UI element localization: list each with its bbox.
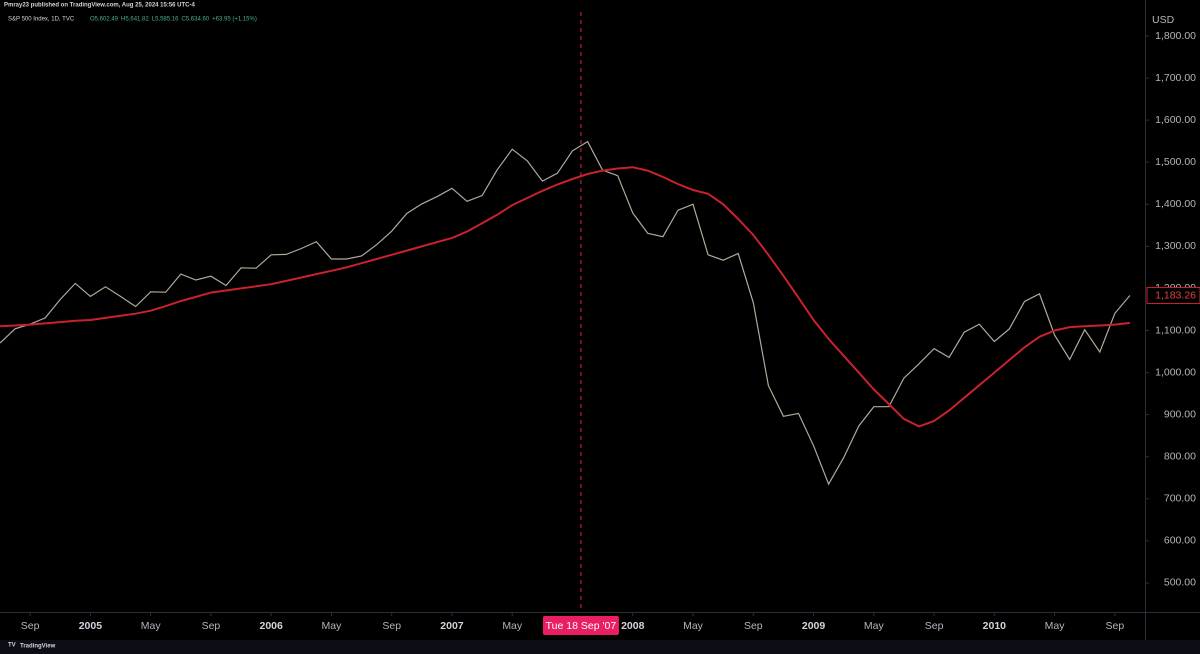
x-tick-label: 2005 (79, 620, 103, 632)
last-price-box (1146, 286, 1200, 304)
x-tick-label: 2010 (983, 620, 1007, 632)
x-tick-label: Sep (382, 620, 401, 632)
footer-logo: TV (8, 643, 16, 649)
footer-bar (0, 640, 1200, 654)
y-tick-label: 900.00 (1164, 408, 1196, 420)
last-price-label: 1,183.26 (1155, 289, 1196, 301)
published-note: Pmray23 published on TradingView.com, Au… (4, 3, 196, 9)
y-tick-label: 1,800.00 (1155, 30, 1196, 42)
crosshair-label: Tue 18 Sep '07 (546, 620, 617, 632)
x-tick-label: May (322, 620, 343, 632)
x-tick-label: May (502, 620, 523, 632)
y-tick-label: 800.00 (1164, 451, 1196, 463)
moving-average-line (0, 166, 1131, 428)
y-tick-label: 1,100.00 (1155, 324, 1196, 336)
x-tick-label: Sep (21, 620, 40, 632)
x-tick-label: 2006 (260, 620, 284, 632)
y-tick-label: 1,600.00 (1155, 114, 1196, 126)
symbol-title: S&P 500 Index, 1D, TVC (8, 17, 75, 23)
y-tick-label: 1,300.00 (1155, 240, 1196, 252)
y-tick-label: 600.00 (1164, 535, 1196, 547)
x-tick-label: 2007 (440, 620, 464, 632)
currency-label: USD (1152, 14, 1175, 26)
crosshair-label-box (542, 616, 619, 635)
x-tick-label: May (1045, 620, 1066, 632)
ohlc-value: +63.95 (+1.15%) (212, 17, 257, 23)
ohlc-value: O5,602.49 (90, 17, 119, 23)
ohlc-value: L5,585.16 (152, 17, 179, 23)
footer-text: TradingView (20, 644, 56, 650)
x-tick-label: 2008 (621, 620, 645, 632)
x-tick-label: May (683, 620, 704, 632)
y-tick-label: 1,400.00 (1155, 198, 1196, 210)
ohlc-value: C5,634.60 (181, 17, 209, 23)
x-tick-label: Sep (202, 620, 221, 632)
price-line (0, 140, 1131, 486)
y-tick-label: 700.00 (1164, 493, 1196, 505)
y-tick-label: 1,500.00 (1155, 156, 1196, 168)
x-tick-label: May (864, 620, 885, 632)
x-tick-label: 2009 (802, 620, 826, 632)
x-tick-label: May (141, 620, 162, 632)
ohlc-value: H5,641.82 (121, 17, 149, 23)
y-tick-label: 1,000.00 (1155, 366, 1196, 378)
x-tick-label: Sep (925, 620, 944, 632)
y-tick-label: 500.00 (1164, 577, 1196, 589)
x-tick-label: Sep (744, 620, 763, 632)
x-tick-label: Sep (1106, 620, 1125, 632)
y-tick-label: 1,700.00 (1155, 72, 1196, 84)
